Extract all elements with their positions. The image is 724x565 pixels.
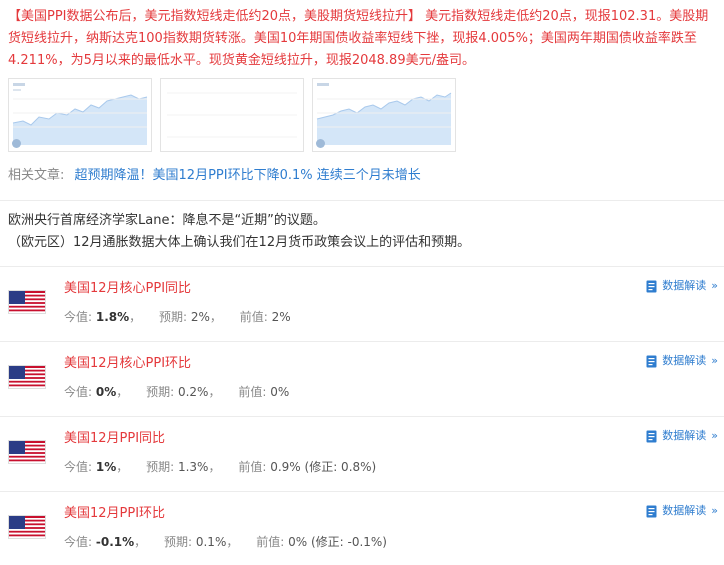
previous-value: 0% [270, 385, 290, 399]
us-flag-icon [8, 290, 46, 314]
separator: ， [116, 385, 129, 399]
forecast-value: 0.1% [195, 535, 227, 549]
data-interpretation-link[interactable]: 数据解读 » [646, 353, 718, 369]
indicator-ppi-mom: 美国12月PPI环比 今值: -0.1%， 预期: 0.1%， 前值: 0% (… [0, 491, 724, 565]
data-interpretation-label: 数据解读 [662, 354, 707, 367]
previous-value: 0% [288, 535, 308, 549]
forecast-value: 2% [190, 310, 210, 324]
double-chevron-right-icon: » [711, 429, 718, 442]
current-label: 今值: [64, 460, 93, 474]
chart-thumbnail-3[interactable] [312, 78, 456, 152]
separator: ， [226, 535, 239, 549]
document-icon [646, 505, 657, 517]
divider [0, 416, 724, 417]
previous-value: 2% [271, 310, 291, 324]
news-quote: 欧洲央行首席经济学家Lane：降息不是“近期”的议题。 （欧元区）12月通胀数据… [8, 210, 708, 254]
us-flag-icon [8, 515, 46, 539]
news-headline: 【美国PPI数据公布后，美元指数短线走低约20点，美股期货短线拉升】 美元指数短… [8, 9, 709, 68]
watermark-logo-icon [12, 139, 21, 148]
chart-thumbnail-1[interactable] [8, 78, 152, 152]
indicator-ppi-yoy: 美国12月PPI同比 今值: 1%， 预期: 1.3%， 前值: 0.9% (修… [0, 416, 724, 490]
separator: ， [208, 385, 221, 399]
quote-line-1: 欧洲央行首席经济学家Lane：降息不是“近期”的议题。 [8, 213, 326, 228]
indicator-title[interactable]: 美国12月PPI同比 [64, 431, 166, 446]
forecast-label: 预期: [146, 460, 175, 474]
indicator-title[interactable]: 美国12月PPI环比 [64, 506, 166, 521]
indicator-values: 今值: 1.8%， 预期: 2%， 前值: 2% [64, 308, 291, 326]
watermark-logo-icon [316, 139, 325, 148]
previous-label: 前值: [239, 310, 268, 324]
forecast-value: 1.3% [177, 460, 209, 474]
forecast-label: 预期: [163, 535, 193, 549]
data-interpretation-label: 数据解读 [662, 279, 707, 292]
us-flag-icon [8, 365, 46, 389]
current-value: 0% [95, 385, 117, 399]
document-icon [646, 280, 657, 292]
current-label: 今值: [64, 310, 93, 324]
separator: ， [134, 535, 147, 549]
previous-label: 前值: [256, 535, 285, 549]
indicator-title[interactable]: 美国12月核心PPI同比 [64, 281, 192, 296]
separator: ， [209, 310, 222, 324]
revised-value: (修正: 0.8%) [304, 460, 377, 474]
document-icon [646, 430, 657, 442]
double-chevron-right-icon: » [711, 504, 718, 517]
data-interpretation-link[interactable]: 数据解读 » [646, 278, 718, 294]
previous-value: 0.9% [270, 460, 301, 474]
double-chevron-right-icon: » [711, 279, 718, 292]
indicator-values: 今值: -0.1%， 预期: 0.1%， 前值: 0% (修正: -0.1%) [64, 533, 387, 551]
current-label: 今值: [64, 385, 93, 399]
forecast-value: 0.2% [177, 385, 209, 399]
separator: ， [208, 460, 221, 474]
area-chart-thumbnail-image [9, 79, 151, 151]
previous-label: 前值: [238, 460, 267, 474]
previous-label: 前值: [238, 385, 267, 399]
data-interpretation-label: 数据解读 [662, 504, 707, 517]
divider [0, 491, 724, 492]
separator: ， [129, 310, 142, 324]
related-articles: 相关文章: 超预期降温！美国12月PPI环比下降0.1% 连续三个月未增长 [8, 167, 421, 185]
current-label: 今值: [64, 535, 93, 549]
current-value: 1.8% [95, 310, 130, 324]
data-interpretation-link[interactable]: 数据解读 » [646, 428, 718, 444]
related-articles-label: 相关文章: [8, 168, 65, 183]
divider [0, 341, 724, 342]
current-value: -0.1% [95, 535, 135, 549]
separator: ， [116, 460, 129, 474]
related-article-link[interactable]: 超预期降温！美国12月PPI环比下降0.1% 连续三个月未增长 [74, 168, 421, 183]
us-flag-icon [8, 440, 46, 464]
forecast-label: 预期: [159, 310, 188, 324]
indicator-values: 今值: 1%， 预期: 1.3%， 前值: 0.9% (修正: 0.8%) [64, 458, 376, 476]
blank-chart-thumbnail-image [161, 79, 303, 151]
double-chevron-right-icon: » [711, 354, 718, 367]
data-interpretation-label: 数据解读 [662, 429, 707, 442]
chart-thumbnail-2[interactable] [160, 78, 304, 152]
divider [0, 266, 724, 267]
divider [0, 200, 724, 201]
document-icon [646, 355, 657, 367]
indicator-core-ppi-mom: 美国12月核心PPI环比 今值: 0%， 预期: 0.2%， 前值: 0% 数据… [0, 341, 724, 415]
area-chart-thumbnail-image [313, 79, 455, 151]
indicator-values: 今值: 0%， 预期: 0.2%， 前值: 0% [64, 383, 289, 401]
forecast-label: 预期: [146, 385, 175, 399]
current-value: 1% [95, 460, 117, 474]
quote-line-2: （欧元区）12月通胀数据大体上确认我们在12月货币政策会议上的评估和预期。 [8, 235, 471, 250]
data-interpretation-link[interactable]: 数据解读 » [646, 503, 718, 519]
indicator-title[interactable]: 美国12月核心PPI环比 [64, 356, 192, 371]
indicator-core-ppi-yoy: 美国12月核心PPI同比 今值: 1.8%， 预期: 2%， 前值: 2% 数据… [0, 266, 724, 340]
revised-value: (修正: -0.1%) [310, 535, 387, 549]
